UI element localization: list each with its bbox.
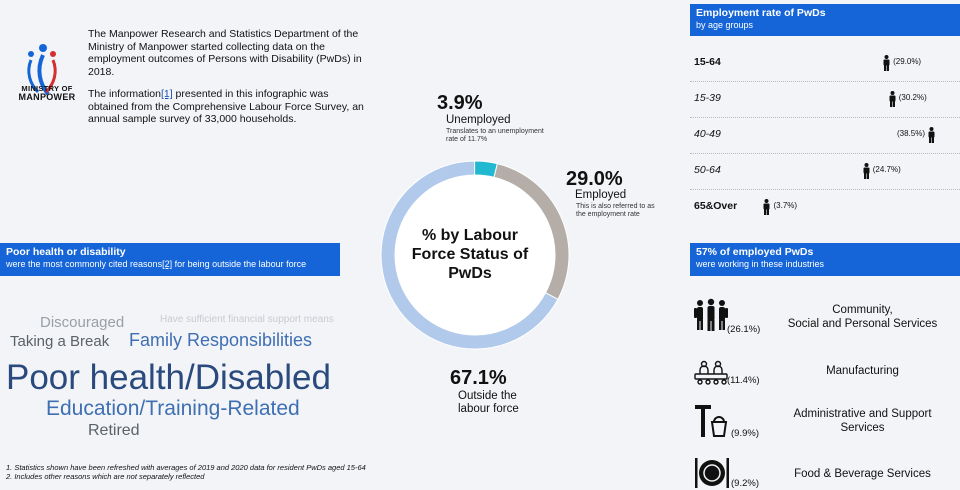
- employed-label: Employed: [575, 189, 627, 201]
- person-icon: [889, 91, 896, 107]
- industries-title: 57% of employed PwDs: [696, 246, 814, 258]
- employment-rate-subtitle: by age groups: [696, 20, 754, 30]
- employment-rate-row-15-64: 15-64 (29.0%): [690, 55, 960, 71]
- industry-pct-food-beverage: (9.2%): [731, 478, 759, 489]
- reasons-subtitle: were the most commonly cited reasons[2] …: [6, 259, 307, 269]
- word-taking-a-break: Taking a Break: [10, 333, 110, 350]
- reasons-title: Poor health or disability: [6, 246, 126, 258]
- industry-name-community: Community, Social and Personal Services: [787, 304, 938, 330]
- employment-rate-value: (29.0%): [893, 57, 922, 66]
- word-family-responsibilities: Family Responsibilities: [129, 330, 313, 350]
- cleaning-bucket-icon: [695, 405, 728, 437]
- employment-rate-value: (24.7%): [872, 165, 901, 174]
- plate-cutlery-icon: [695, 458, 729, 488]
- labour-force-donut-chart: [380, 160, 570, 350]
- row-separator: [690, 189, 960, 190]
- unemployed-percent: 3.9%: [437, 92, 483, 114]
- age-group-label: 50-64: [694, 164, 721, 176]
- donut-slice-unemployed: [474, 160, 498, 178]
- footnote-2: 2. Includes other reasons which are not …: [6, 472, 205, 481]
- person-icon: [763, 199, 770, 215]
- person-icon: [863, 163, 870, 179]
- industry-pct-manufacturing: (11.4%): [727, 375, 760, 386]
- donut-title: % by Labour Force Status of PwDs: [411, 227, 529, 282]
- word-discouraged: Discouraged: [40, 314, 125, 331]
- outside-labour-force-percent: 67.1%: [450, 367, 507, 389]
- row-separator: [690, 117, 960, 118]
- employment-rate-title: Employment rate of PwDs: [696, 7, 826, 19]
- person-icon: [928, 127, 935, 143]
- employment-rate-value: (38.5%): [896, 129, 925, 138]
- industry-pct-community: (26.1%): [727, 324, 761, 335]
- mom-logo-icon: [27, 44, 57, 96]
- word-retired: Retired: [88, 422, 140, 439]
- word-financial-support: Have sufficient financial support means: [160, 314, 334, 325]
- footnote-1: 1. Statistics shown have been refreshed …: [6, 463, 366, 472]
- employment-rate-row-65-over: 65&Over (3.7%): [690, 199, 960, 215]
- industries-subtitle: were working in these industries: [696, 259, 825, 269]
- factory-workers-icon: [694, 360, 728, 385]
- industry-name-food-beverage: Food & Beverage Services: [794, 468, 931, 480]
- age-group-label: 15-64: [694, 56, 721, 68]
- industries-header: 57% of employed PwDs were working in the…: [690, 243, 960, 276]
- industry-name-manufacturing: Manufacturing: [826, 365, 899, 377]
- employed-percent: 29.0%: [566, 168, 623, 190]
- age-group-label: 15-39: [694, 92, 721, 104]
- word-poor-health-disabled: Poor health/Disabled: [6, 358, 331, 397]
- row-separator: [690, 81, 960, 82]
- age-group-label: 65&Over: [694, 200, 738, 212]
- employed-note: This is also referred to as the employme…: [576, 203, 655, 218]
- row-separator: [690, 153, 960, 154]
- employment-rate-header: Employment rate of PwDs by age groups: [690, 4, 960, 36]
- employment-rate-row-40-49: 40-49 (38.5%): [690, 127, 960, 143]
- industry-name-administrative: Administrative and Support Services: [793, 408, 932, 434]
- employment-rate-value: (30.2%): [898, 93, 927, 102]
- employment-rate-row-50-64: 50-64 (24.7%): [690, 163, 960, 179]
- age-group-label: 40-49: [694, 128, 721, 140]
- reasons-header: Poor health or disability were the most …: [0, 243, 340, 276]
- employment-rate-value: (3.7%): [773, 201, 798, 210]
- logo-wordmark: MINISTRY OF MANPOWER: [18, 84, 76, 102]
- unemployed-label: Unemployed: [446, 114, 511, 126]
- intro-text: The Manpower Research and Statistics Dep…: [88, 28, 368, 136]
- footnote-ref-1[interactable]: [1]: [160, 88, 173, 100]
- industry-pct-administrative: (9.9%): [731, 428, 759, 439]
- footnote-ref-2[interactable]: [2]: [162, 259, 173, 269]
- intro-paragraph-1: The Manpower Research and Statistics Dep…: [88, 28, 362, 78]
- intro-paragraph-2: The information[1] presented in this inf…: [88, 88, 364, 125]
- unemployed-note: Translates to an unemployment rate of 11…: [446, 128, 544, 143]
- footnotes: 1. Statistics shown have been refreshed …: [6, 463, 366, 481]
- outside-labour-force-label: Outside the labour force: [458, 390, 519, 415]
- donut-slice-outside: [380, 160, 559, 350]
- word-education-training: Education/Training-Related: [46, 397, 300, 420]
- donut-hole: [395, 175, 555, 335]
- people-icon: [694, 298, 728, 331]
- employment-rate-row-15-39: 15-39 (30.2%): [690, 91, 960, 107]
- person-icon: [883, 55, 890, 71]
